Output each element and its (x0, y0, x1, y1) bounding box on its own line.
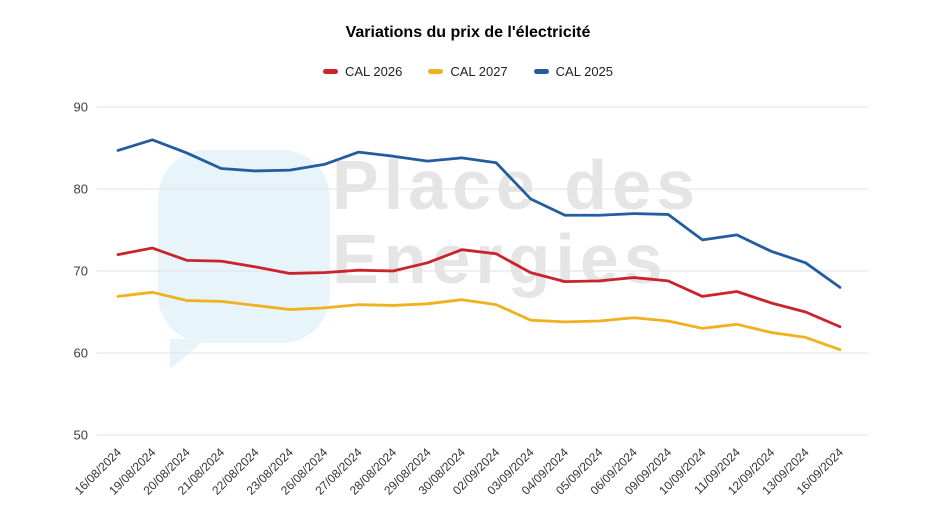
legend: CAL 2026 CAL 2027 CAL 2025 (0, 64, 936, 79)
legend-swatch (428, 69, 444, 74)
y-axis-label: 50 (74, 428, 88, 443)
legend-item-cal-2026: CAL 2026 (322, 64, 403, 79)
legend-swatch (322, 69, 338, 74)
y-axis-label: 90 (74, 100, 88, 115)
legend-item-cal-2025: CAL 2025 (533, 64, 614, 79)
legend-label: CAL 2025 (555, 64, 614, 79)
y-axis-label: 70 (74, 264, 88, 279)
series-line-cal-2026[interactable] (116, 246, 842, 329)
legend-swatch (533, 69, 549, 74)
y-axis-label: 80 (74, 182, 88, 197)
series-line-cal-2025[interactable] (116, 138, 842, 289)
series-line-cal-2027[interactable] (116, 290, 842, 352)
legend-label: CAL 2026 (344, 64, 403, 79)
legend-item-cal-2027: CAL 2027 (428, 64, 508, 79)
chart-title: Variations du prix de l'électricité (345, 24, 591, 41)
y-axis-label: 60 (74, 346, 88, 361)
legend-label: CAL 2027 (450, 64, 508, 79)
